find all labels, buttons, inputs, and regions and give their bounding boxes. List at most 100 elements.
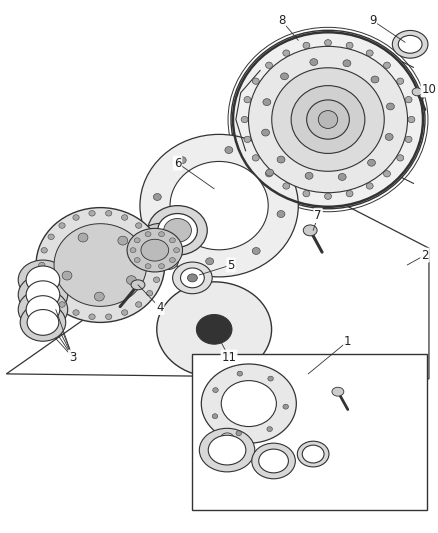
Ellipse shape xyxy=(121,310,128,316)
Ellipse shape xyxy=(196,314,232,344)
Ellipse shape xyxy=(220,433,234,445)
Text: 6: 6 xyxy=(174,157,181,169)
Ellipse shape xyxy=(332,387,344,396)
Ellipse shape xyxy=(265,62,272,68)
Ellipse shape xyxy=(367,159,375,166)
Text: 11: 11 xyxy=(222,351,237,364)
Ellipse shape xyxy=(135,302,142,307)
Ellipse shape xyxy=(140,134,298,277)
Ellipse shape xyxy=(237,371,243,376)
Ellipse shape xyxy=(127,276,136,285)
Ellipse shape xyxy=(252,247,260,254)
Ellipse shape xyxy=(303,42,310,49)
Ellipse shape xyxy=(26,296,60,324)
Ellipse shape xyxy=(385,133,393,140)
Ellipse shape xyxy=(277,156,285,163)
Text: 4: 4 xyxy=(156,301,163,314)
Ellipse shape xyxy=(48,234,54,239)
Ellipse shape xyxy=(325,39,332,46)
Ellipse shape xyxy=(283,183,290,189)
Ellipse shape xyxy=(252,155,259,161)
Ellipse shape xyxy=(307,100,350,139)
Ellipse shape xyxy=(252,443,295,479)
Ellipse shape xyxy=(201,364,297,443)
Ellipse shape xyxy=(121,215,128,220)
Ellipse shape xyxy=(366,50,373,56)
Ellipse shape xyxy=(303,190,310,197)
Ellipse shape xyxy=(397,155,404,161)
Ellipse shape xyxy=(346,190,353,197)
Ellipse shape xyxy=(206,258,214,265)
Ellipse shape xyxy=(178,157,186,164)
Ellipse shape xyxy=(305,172,313,179)
Ellipse shape xyxy=(59,302,65,307)
Ellipse shape xyxy=(106,314,112,319)
Ellipse shape xyxy=(145,230,175,256)
Ellipse shape xyxy=(338,173,346,180)
Text: 10: 10 xyxy=(421,83,436,96)
Ellipse shape xyxy=(153,247,160,253)
Ellipse shape xyxy=(153,277,160,282)
Ellipse shape xyxy=(127,229,183,272)
Ellipse shape xyxy=(241,116,248,123)
Ellipse shape xyxy=(303,225,317,236)
Ellipse shape xyxy=(159,232,165,237)
Ellipse shape xyxy=(89,211,95,216)
Ellipse shape xyxy=(48,290,54,296)
Ellipse shape xyxy=(62,271,72,280)
Ellipse shape xyxy=(310,59,318,66)
Ellipse shape xyxy=(78,233,88,242)
Ellipse shape xyxy=(283,404,289,409)
Ellipse shape xyxy=(173,248,180,253)
Ellipse shape xyxy=(164,219,191,243)
Ellipse shape xyxy=(18,290,68,329)
Ellipse shape xyxy=(41,247,47,253)
Ellipse shape xyxy=(248,46,407,193)
Ellipse shape xyxy=(405,96,412,103)
Ellipse shape xyxy=(89,314,95,319)
Ellipse shape xyxy=(131,280,145,290)
Ellipse shape xyxy=(268,376,273,381)
Ellipse shape xyxy=(170,257,175,263)
Text: 3: 3 xyxy=(69,351,76,364)
Ellipse shape xyxy=(280,73,289,80)
Ellipse shape xyxy=(73,310,79,316)
Text: 2: 2 xyxy=(421,248,429,262)
Ellipse shape xyxy=(153,193,161,200)
Ellipse shape xyxy=(170,161,268,250)
Ellipse shape xyxy=(236,431,241,436)
Ellipse shape xyxy=(159,264,165,269)
Ellipse shape xyxy=(59,223,65,228)
Ellipse shape xyxy=(386,103,394,110)
Ellipse shape xyxy=(346,42,353,49)
Ellipse shape xyxy=(39,262,45,268)
Text: 9: 9 xyxy=(369,14,376,27)
Ellipse shape xyxy=(291,86,365,154)
Ellipse shape xyxy=(137,223,183,263)
Ellipse shape xyxy=(180,268,204,288)
Ellipse shape xyxy=(283,50,290,56)
Ellipse shape xyxy=(134,238,140,243)
Ellipse shape xyxy=(54,224,147,306)
Ellipse shape xyxy=(173,262,212,294)
Ellipse shape xyxy=(118,236,128,245)
Ellipse shape xyxy=(134,257,140,263)
Ellipse shape xyxy=(94,292,104,301)
Ellipse shape xyxy=(398,35,422,53)
Ellipse shape xyxy=(208,435,246,465)
Ellipse shape xyxy=(27,310,59,335)
Ellipse shape xyxy=(272,68,384,171)
Ellipse shape xyxy=(165,236,173,243)
Ellipse shape xyxy=(231,30,425,209)
Ellipse shape xyxy=(145,264,151,269)
Ellipse shape xyxy=(36,208,165,322)
Ellipse shape xyxy=(405,136,412,142)
Ellipse shape xyxy=(277,211,285,217)
Ellipse shape xyxy=(157,282,272,377)
Ellipse shape xyxy=(261,129,269,136)
Ellipse shape xyxy=(156,262,162,268)
Ellipse shape xyxy=(263,99,271,106)
Ellipse shape xyxy=(158,214,198,247)
Ellipse shape xyxy=(146,290,153,296)
Ellipse shape xyxy=(135,223,142,228)
